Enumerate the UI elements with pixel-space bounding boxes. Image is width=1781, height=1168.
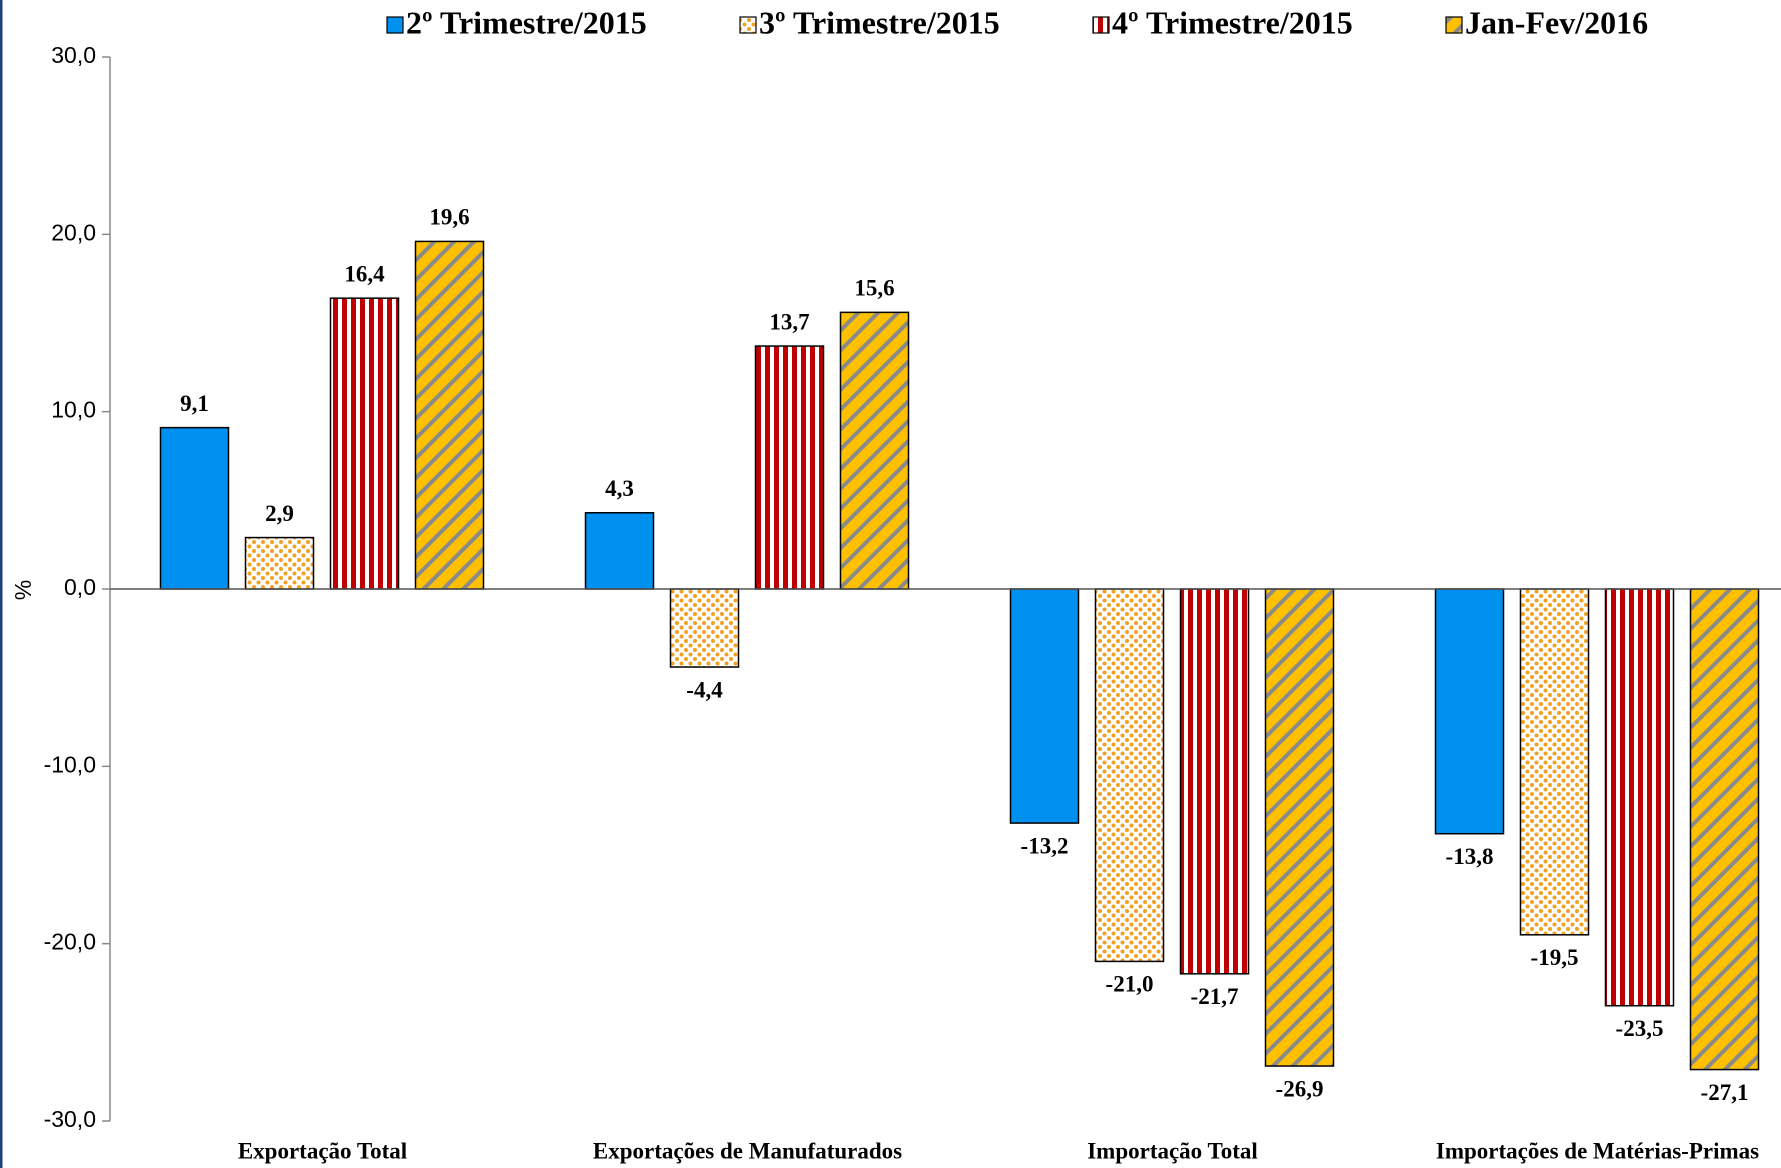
y-tick-label: -20,0 <box>44 929 96 955</box>
y-tick-label: 0,0 <box>64 574 96 600</box>
x-tick-label: Importação Total <box>1087 1138 1258 1163</box>
bar <box>244 536 315 590</box>
bar <box>584 511 655 590</box>
data-label: -21,0 <box>1106 972 1154 997</box>
bar <box>1434 588 1505 835</box>
bar <box>839 311 910 590</box>
legend-label: 4º Trimestre/2015 <box>1112 4 1353 40</box>
y-tick-label: -30,0 <box>44 1106 96 1132</box>
x-tick-label: Importações de Matérias-Primas <box>1436 1138 1759 1163</box>
bar <box>414 240 485 590</box>
data-label: 13,7 <box>769 309 809 334</box>
y-tick-label: 20,0 <box>51 219 96 245</box>
bar <box>1689 588 1760 1071</box>
bar <box>159 426 230 590</box>
legend-swatch <box>1445 16 1463 34</box>
data-label: -4,4 <box>686 677 723 702</box>
legend-swatch <box>386 16 404 34</box>
legend-label: 3º Trimestre/2015 <box>759 4 1000 40</box>
bar <box>1179 588 1250 975</box>
bar <box>1009 588 1080 824</box>
data-label: 15,6 <box>854 276 894 301</box>
data-label: -23,5 <box>1616 1016 1664 1041</box>
bar <box>1094 588 1165 963</box>
legend-swatch <box>739 16 757 34</box>
y-tick-label: -10,0 <box>44 751 96 777</box>
data-label: 2,9 <box>265 501 294 526</box>
data-label: 19,6 <box>429 205 469 230</box>
y-tick-label: 10,0 <box>51 397 96 423</box>
legend-swatch <box>1092 16 1110 34</box>
data-label: -27,1 <box>1701 1080 1749 1105</box>
data-label: -13,8 <box>1446 844 1494 869</box>
bar <box>329 297 400 590</box>
x-tick-label: Exportações de Manufaturados <box>593 1138 902 1163</box>
bar <box>669 588 740 668</box>
data-label: -13,2 <box>1021 833 1069 858</box>
y-axis-label: % <box>10 580 36 600</box>
y-tick-label: 30,0 <box>51 42 96 68</box>
bar <box>1604 588 1675 1007</box>
x-tick-label: Exportação Total <box>238 1138 407 1163</box>
bar <box>1519 588 1590 936</box>
legend-label: Jan-Fev/2016 <box>1465 4 1648 40</box>
bar <box>754 345 825 590</box>
data-label: -26,9 <box>1276 1076 1324 1101</box>
data-label: -21,7 <box>1191 984 1239 1009</box>
data-label: 16,4 <box>344 261 385 286</box>
data-label: 9,1 <box>180 391 209 416</box>
legend-label: 2º Trimestre/2015 <box>406 4 647 40</box>
data-label: 4,3 <box>605 476 634 501</box>
data-label: -19,5 <box>1531 945 1579 970</box>
bar <box>1264 588 1335 1067</box>
